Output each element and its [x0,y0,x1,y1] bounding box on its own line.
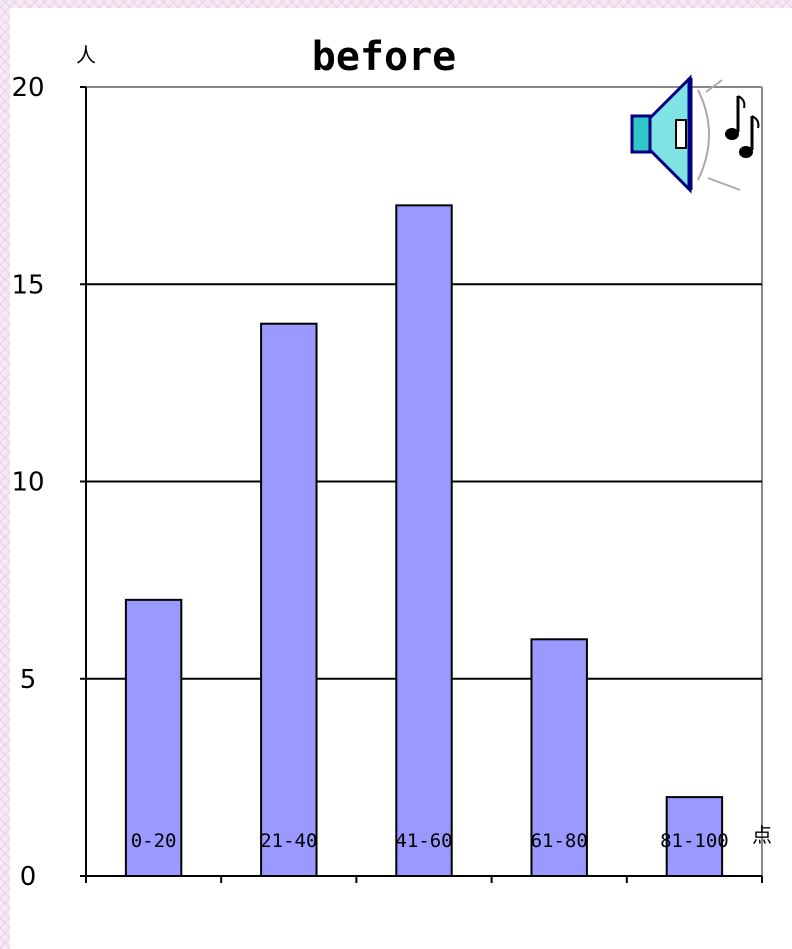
speaker-with-music-notes-icon[interactable] [630,74,760,194]
y-tick-label: 20 [11,73,44,103]
x-tick-label: 21-40 [260,830,317,852]
y-tick-label: 15 [11,270,44,300]
x-tick-label: 41-60 [395,830,452,852]
bar-41-60 [395,204,453,878]
chart-title: before [312,34,457,80]
bar-0-20 [124,598,183,877]
bar-21-40 [260,322,318,877]
y-tick-label: 10 [11,468,44,498]
y-tick-label: 5 [20,665,37,695]
x-tick-label: 0-20 [131,830,177,852]
x-tick-label: 61-80 [531,830,588,852]
x-axis-unit-label: 点 [752,823,772,847]
y-axis-unit-label: 人 [76,43,96,67]
bar-81-100 [665,796,724,877]
y-tick-label: 0 [20,862,37,892]
x-tick-label: 81-100 [660,830,729,852]
